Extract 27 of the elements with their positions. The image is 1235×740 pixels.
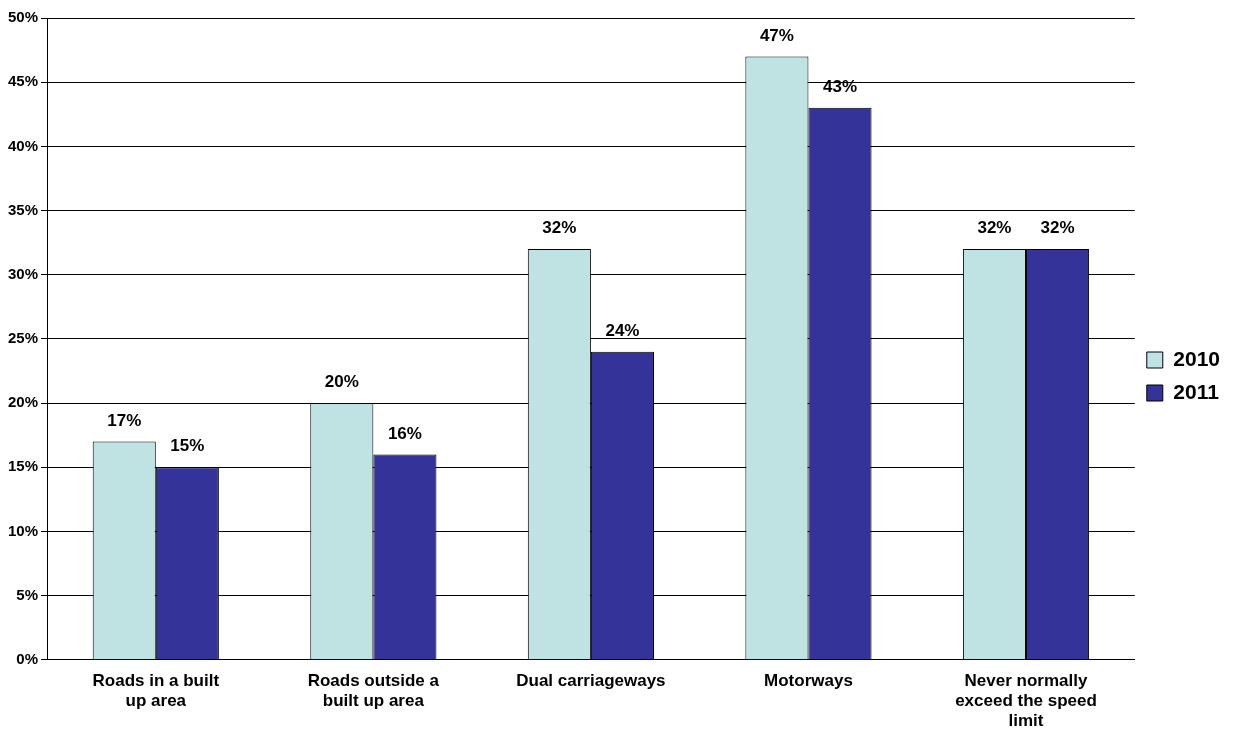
x-tick-label: Never normally exceed the speed limit xyxy=(955,670,1097,731)
y-tick-label: 15% xyxy=(7,457,39,475)
x-tick-label: Motorways xyxy=(764,670,853,690)
y-tick-label: 30% xyxy=(7,264,39,282)
x-tick-label: Roads outside a built up area xyxy=(307,670,440,711)
legend-label: 2010 xyxy=(1173,346,1220,370)
y-tick-label: 50% xyxy=(7,8,39,26)
data-label: 47% xyxy=(759,25,794,45)
x-tick-label: Roads in a built up area xyxy=(92,670,220,711)
y-tick-label: 40% xyxy=(7,136,39,154)
y-tick-label: 20% xyxy=(7,393,39,411)
y-tick-label: 25% xyxy=(7,329,39,347)
data-label: 15% xyxy=(170,436,205,456)
data-label: 17% xyxy=(107,410,142,430)
y-tick-label: 45% xyxy=(7,72,39,90)
legend-label: 2011 xyxy=(1173,379,1220,403)
data-label: 16% xyxy=(387,423,422,443)
y-tick-label: 0% xyxy=(16,649,39,667)
y-tick-label: 10% xyxy=(7,521,39,539)
data-label: 32% xyxy=(542,218,577,238)
data-label: 32% xyxy=(1040,218,1075,238)
y-tick-label: 5% xyxy=(16,585,39,603)
y-tick-label: 35% xyxy=(7,200,39,218)
data-label: 24% xyxy=(605,320,640,340)
x-tick-label: Dual carriageways xyxy=(516,670,666,690)
data-label: 32% xyxy=(977,218,1012,238)
data-label: 20% xyxy=(324,372,359,392)
